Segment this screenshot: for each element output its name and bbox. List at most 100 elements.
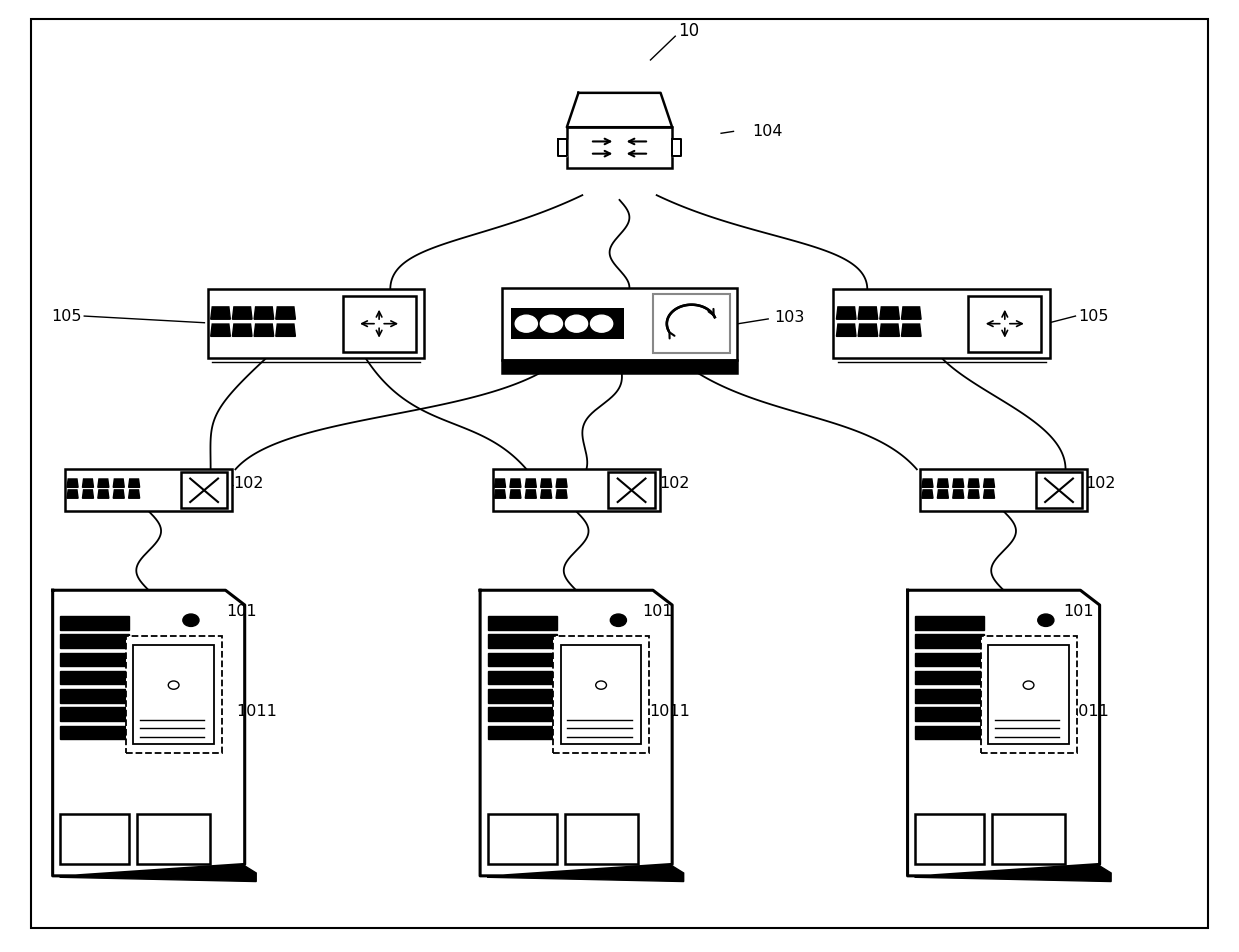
Polygon shape xyxy=(211,324,230,336)
Polygon shape xyxy=(276,307,295,319)
Text: 104: 104 xyxy=(752,124,783,139)
Polygon shape xyxy=(938,490,948,498)
Polygon shape xyxy=(61,671,129,684)
Bar xyxy=(1036,472,1082,508)
Text: 1011: 1011 xyxy=(237,704,278,719)
Bar xyxy=(989,645,1069,744)
Polygon shape xyxy=(510,479,520,487)
Polygon shape xyxy=(488,707,558,721)
Bar xyxy=(565,814,638,864)
Polygon shape xyxy=(488,671,558,684)
Bar xyxy=(608,472,654,508)
Polygon shape xyxy=(52,590,245,876)
Polygon shape xyxy=(59,866,256,882)
Polygon shape xyxy=(211,307,230,319)
Polygon shape xyxy=(488,689,558,703)
Bar xyxy=(833,289,1049,358)
Polygon shape xyxy=(276,324,295,336)
Polygon shape xyxy=(922,479,933,487)
Polygon shape xyxy=(556,490,567,498)
Polygon shape xyxy=(902,324,921,336)
Polygon shape xyxy=(83,490,93,498)
Polygon shape xyxy=(916,634,984,648)
Text: 102: 102 xyxy=(233,476,264,491)
Polygon shape xyxy=(487,866,684,882)
Bar xyxy=(492,469,659,511)
Bar xyxy=(125,636,222,753)
Bar xyxy=(653,294,730,353)
Circle shape xyxy=(515,315,538,332)
Polygon shape xyxy=(494,479,506,487)
Polygon shape xyxy=(968,490,979,498)
Polygon shape xyxy=(968,479,979,487)
Circle shape xyxy=(611,614,627,626)
Polygon shape xyxy=(984,490,995,498)
Polygon shape xyxy=(233,307,252,319)
Polygon shape xyxy=(510,490,520,498)
Polygon shape xyxy=(836,324,856,336)
Bar xyxy=(138,814,211,864)
Polygon shape xyxy=(916,616,984,629)
Polygon shape xyxy=(916,671,984,684)
Polygon shape xyxy=(129,490,140,498)
Polygon shape xyxy=(494,490,506,498)
Polygon shape xyxy=(984,479,995,487)
Circle shape xyxy=(591,315,612,332)
Polygon shape xyxy=(67,490,78,498)
Bar xyxy=(980,636,1077,753)
Polygon shape xyxy=(525,490,536,498)
Polygon shape xyxy=(836,307,856,319)
Bar xyxy=(61,814,129,864)
Polygon shape xyxy=(916,707,984,721)
Polygon shape xyxy=(113,479,124,487)
Polygon shape xyxy=(98,479,109,487)
Bar xyxy=(64,469,233,511)
Polygon shape xyxy=(953,479,964,487)
Polygon shape xyxy=(672,139,680,156)
Polygon shape xyxy=(254,324,274,336)
Bar xyxy=(561,645,642,744)
Circle shape xyxy=(1023,681,1033,689)
Polygon shape xyxy=(916,689,984,703)
Text: 1011: 1011 xyxy=(649,704,690,719)
Polygon shape xyxy=(61,689,129,703)
Bar xyxy=(181,472,227,508)
Polygon shape xyxy=(559,139,566,156)
Text: 103: 103 xyxy=(774,309,805,325)
Polygon shape xyxy=(61,634,129,648)
Text: 105: 105 xyxy=(1078,308,1109,324)
Polygon shape xyxy=(859,307,877,319)
Polygon shape xyxy=(83,479,93,487)
Text: 101: 101 xyxy=(1063,604,1094,619)
Polygon shape xyxy=(61,725,129,740)
Polygon shape xyxy=(488,725,558,740)
Text: 102: 102 xyxy=(659,476,690,491)
Bar xyxy=(488,814,558,864)
Circle shape xyxy=(596,681,606,689)
Bar xyxy=(207,289,424,358)
Polygon shape xyxy=(113,490,124,498)
Polygon shape xyxy=(556,479,567,487)
Polygon shape xyxy=(98,490,109,498)
Bar xyxy=(992,814,1066,864)
Bar xyxy=(566,128,672,168)
Polygon shape xyxy=(488,634,558,648)
Polygon shape xyxy=(61,707,129,721)
Circle shape xyxy=(540,315,563,332)
Bar xyxy=(502,288,737,360)
Bar xyxy=(342,295,416,352)
Polygon shape xyxy=(525,479,536,487)
Text: 102: 102 xyxy=(1085,476,1116,491)
Polygon shape xyxy=(540,490,551,498)
Text: 10: 10 xyxy=(678,23,699,40)
Polygon shape xyxy=(902,307,921,319)
Polygon shape xyxy=(953,490,964,498)
Bar xyxy=(502,360,737,373)
Polygon shape xyxy=(61,616,129,629)
Polygon shape xyxy=(880,307,900,319)
Bar xyxy=(512,308,624,339)
Circle shape xyxy=(169,681,178,689)
Polygon shape xyxy=(540,479,551,487)
Polygon shape xyxy=(916,652,984,666)
Text: 1011: 1011 xyxy=(1068,704,1109,719)
